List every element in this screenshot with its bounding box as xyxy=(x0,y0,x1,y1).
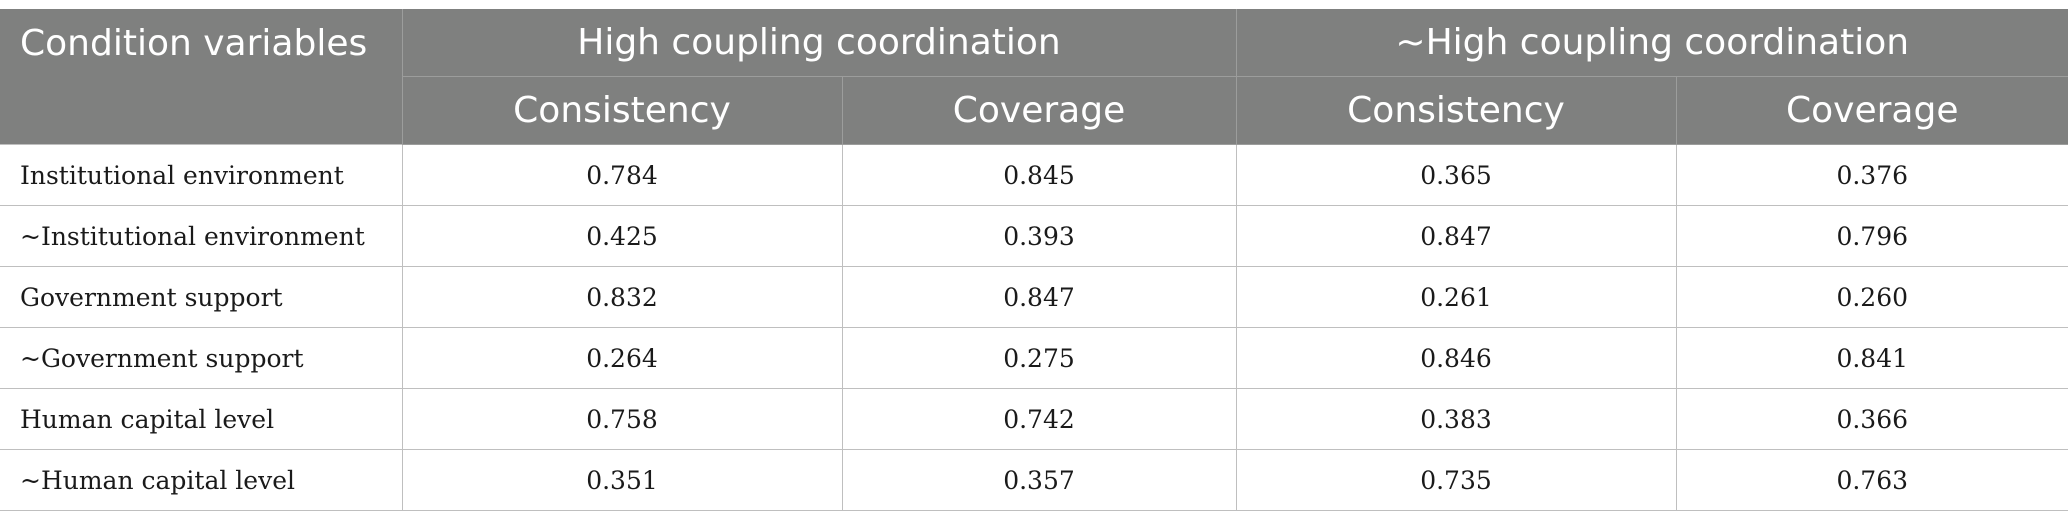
cell-coverage-high: 0.742 xyxy=(841,388,1237,450)
cell-consistency-high: 0.264 xyxy=(401,327,843,389)
header-row-groups: Condition variables High coupling coordi… xyxy=(0,9,2068,145)
table-row: ~Government support 0.264 0.275 0.846 0.… xyxy=(0,327,2068,389)
header-group-not-high-coupling: ~High coupling coordination xyxy=(1236,9,2068,77)
cell-coverage-not-high: 0.366 xyxy=(1675,388,2068,450)
header-consistency-not-high: Consistency xyxy=(1236,76,1677,145)
cell-coverage-high: 0.275 xyxy=(841,327,1237,389)
cell-consistency-not-high: 0.846 xyxy=(1235,327,1677,389)
header-coverage-not-high: Coverage xyxy=(1676,76,2068,145)
cell-coverage-not-high: 0.841 xyxy=(1675,327,2068,389)
row-label: Institutional environment xyxy=(0,144,403,206)
cell-coverage-not-high: 0.376 xyxy=(1675,144,2068,206)
cell-coverage-high: 0.845 xyxy=(841,144,1237,206)
cell-consistency-high: 0.425 xyxy=(401,205,843,267)
table-row: Human capital level 0.758 0.742 0.383 0.… xyxy=(0,388,2068,450)
necessity-analysis-table: Condition variables High coupling coordi… xyxy=(0,9,2068,511)
table-body: Institutional environment 0.784 0.845 0.… xyxy=(0,144,2068,511)
cell-consistency-high: 0.758 xyxy=(401,388,843,450)
cell-consistency-high: 0.351 xyxy=(401,449,843,511)
header-consistency-high: Consistency xyxy=(402,76,843,145)
row-label: ~Human capital level xyxy=(0,449,403,511)
cell-consistency-not-high: 0.261 xyxy=(1235,266,1677,328)
table-row: ~Institutional environment 0.425 0.393 0… xyxy=(0,205,2068,267)
table-row: Government support 0.832 0.847 0.261 0.2… xyxy=(0,266,2068,328)
cell-consistency-high: 0.784 xyxy=(401,144,843,206)
cell-consistency-not-high: 0.735 xyxy=(1235,449,1677,511)
table-row: Institutional environment 0.784 0.845 0.… xyxy=(0,144,2068,206)
table-row: ~Human capital level 0.351 0.357 0.735 0… xyxy=(0,449,2068,511)
cell-coverage-not-high: 0.796 xyxy=(1675,205,2068,267)
cell-consistency-not-high: 0.383 xyxy=(1235,388,1677,450)
row-label: Government support xyxy=(0,266,403,328)
header-condition-variables: Condition variables xyxy=(0,9,403,145)
cell-consistency-not-high: 0.847 xyxy=(1235,205,1677,267)
cell-coverage-high: 0.357 xyxy=(841,449,1237,511)
cell-coverage-high: 0.393 xyxy=(841,205,1237,267)
cell-coverage-not-high: 0.763 xyxy=(1675,449,2068,511)
row-label: Human capital level xyxy=(0,388,403,450)
results-table-container: Condition variables High coupling coordi… xyxy=(0,9,2068,511)
cell-coverage-not-high: 0.260 xyxy=(1675,266,2068,328)
cell-consistency-high: 0.832 xyxy=(401,266,843,328)
header-coverage-high: Coverage xyxy=(842,76,1237,145)
row-label: ~Government support xyxy=(0,327,403,389)
header-group-high-coupling: High coupling coordination xyxy=(402,9,1237,77)
table-header: Condition variables High coupling coordi… xyxy=(0,9,2068,145)
row-label: ~Institutional environment xyxy=(0,205,403,267)
cell-consistency-not-high: 0.365 xyxy=(1235,144,1677,206)
cell-coverage-high: 0.847 xyxy=(841,266,1237,328)
